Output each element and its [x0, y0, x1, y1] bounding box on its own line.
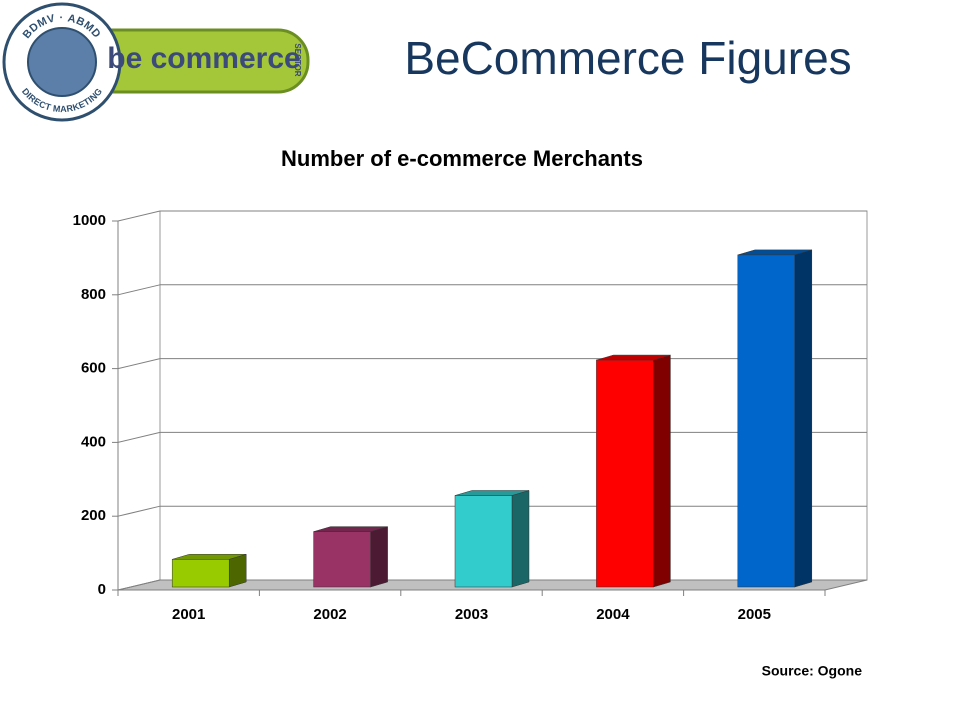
bar-front [737, 254, 796, 588]
slide-title: BeCommerce Figures [404, 32, 851, 84]
y-tick-label: 200 [81, 507, 106, 524]
bar-front [313, 531, 371, 588]
bar-side [794, 249, 813, 588]
logo-sector: SECTOR [293, 43, 302, 76]
bar-front [454, 495, 513, 588]
x-tick-label: 2004 [596, 606, 630, 623]
bar-side [370, 526, 388, 588]
y-tick-label: 600 [81, 360, 106, 377]
y-tick-label: 800 [81, 286, 106, 303]
logo-emblem [27, 27, 97, 97]
bar-side [511, 490, 530, 588]
bar-front [596, 359, 654, 588]
bar [454, 490, 530, 588]
source-note: Source: Ogone [762, 663, 863, 679]
x-tick-label: 2003 [455, 606, 488, 623]
logo: BDMV · ABMD DIRECT MARKETING be commerce… [2, 2, 310, 122]
wall-tick [117, 358, 161, 370]
bar [596, 354, 671, 588]
bar [171, 553, 247, 588]
wall-tick [117, 431, 161, 443]
bar [737, 249, 813, 588]
wall-tick [117, 579, 161, 591]
bar [313, 526, 388, 588]
bar-front [171, 559, 230, 588]
bar-side [228, 553, 247, 588]
y-tick-label: 0 [98, 581, 106, 598]
wall-tick [117, 505, 161, 517]
y-tick-label: 400 [81, 433, 106, 450]
wall-tick [117, 210, 161, 222]
chart-title: Number of e-commerce Merchants [281, 146, 643, 171]
x-tick-label: 2001 [172, 606, 205, 623]
x-tick-label: 2002 [313, 606, 346, 623]
wall-tick [117, 284, 161, 296]
x-tick-label: 2005 [738, 606, 771, 623]
logo-name: be commerce [107, 42, 300, 75]
y-tick-label: 1000 [73, 212, 106, 229]
bar-side [653, 354, 671, 588]
